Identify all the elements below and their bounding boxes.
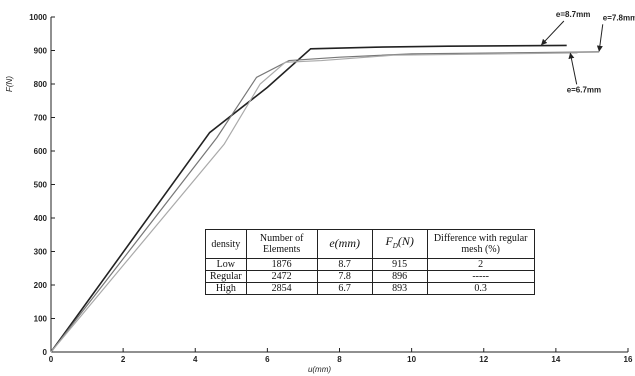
cell-e: 7.8 — [316, 270, 373, 283]
cell-diff: ----- — [426, 270, 535, 283]
x-tick-label: 14 — [551, 355, 560, 364]
header-e-label: e(mm) — [329, 236, 360, 250]
y-tick-label: 200 — [34, 281, 48, 290]
cell-density: High — [205, 282, 247, 295]
x-tick-label: 2 — [121, 355, 126, 364]
series-line — [50, 52, 578, 353]
y-axis-label: F(N) — [5, 76, 14, 92]
cell-fd: 915 — [371, 258, 428, 271]
x-tick-label: 8 — [337, 355, 342, 364]
header-density: density — [205, 229, 247, 259]
annotation-label: e=7.8mm — [603, 13, 635, 22]
cell-elements: 1876 — [245, 258, 318, 271]
y-tick-label: 100 — [34, 315, 48, 324]
cell-e: 8.7 — [316, 258, 373, 271]
cell-e: 6.7 — [316, 282, 373, 295]
header-fd-unit: (N) — [397, 234, 414, 248]
header-diff: Difference with regular mesh (%) — [426, 229, 535, 259]
series-line — [50, 44, 567, 353]
table-row: Low 1876 8.7 915 2 — [205, 258, 535, 271]
header-fd-sub: D — [392, 242, 398, 250]
y-tick-label: 500 — [34, 181, 48, 190]
y-tick-label: 0 — [43, 348, 48, 357]
x-tick-label: 16 — [624, 355, 633, 364]
y-tick-label: 800 — [34, 80, 48, 89]
y-tick-label: 600 — [34, 147, 48, 156]
x-axis-label: u(mm) — [308, 365, 331, 374]
x-tick-label: 0 — [49, 355, 54, 364]
y-tick-label: 400 — [34, 214, 48, 223]
y-tick-label: 700 — [34, 114, 48, 123]
series-line — [50, 51, 600, 353]
cell-fd: 893 — [371, 282, 428, 295]
table-row: Regular 2472 7.8 896 ----- — [205, 270, 535, 283]
annotation-arrow — [596, 24, 604, 52]
cell-elements: 2854 — [245, 282, 318, 295]
y-tick-label: 300 — [34, 248, 48, 257]
x-tick-label: 10 — [407, 355, 416, 364]
results-table: density Number of Elements e(mm) FD(N) D… — [205, 229, 535, 295]
x-tick-label: 6 — [265, 355, 270, 364]
header-fd: FD(N) — [371, 229, 428, 259]
x-tick-label: 12 — [479, 355, 488, 364]
cell-diff: 2 — [426, 258, 535, 271]
cell-elements: 2472 — [245, 270, 318, 283]
y-tick-label: 1000 — [29, 13, 47, 22]
annotation-arrow — [541, 20, 565, 46]
cell-fd: 896 — [371, 270, 428, 283]
header-elements: Number of Elements — [245, 229, 318, 259]
cell-density: Low — [205, 258, 247, 271]
y-tick-label: 900 — [34, 47, 48, 56]
header-fd-symbol: F — [385, 234, 393, 248]
cell-diff: 0.3 — [426, 282, 535, 295]
cell-density: Regular — [205, 270, 247, 283]
header-e: e(mm) — [316, 229, 373, 259]
annotation-label: e=8.7mm — [556, 10, 590, 19]
annotation-arrow — [568, 52, 578, 85]
annotation-label: e=6.7mm — [567, 85, 601, 94]
table-row: High 2854 6.7 893 0.3 — [205, 282, 535, 295]
table-header-row: density Number of Elements e(mm) FD(N) D… — [205, 229, 535, 259]
x-tick-label: 4 — [193, 355, 198, 364]
